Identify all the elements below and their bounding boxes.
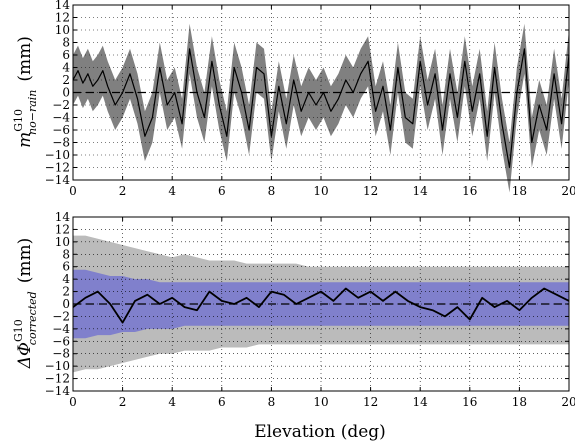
bottom-ylabel-sup: G10 — [12, 319, 25, 342]
bottom-y-tick-label: 14 — [55, 210, 71, 224]
top-x-tick-label: 4 — [168, 184, 176, 198]
top-ylabel-sub: no−rain — [26, 90, 39, 135]
bottom-y-tick-label: 6 — [62, 260, 70, 274]
bottom-y-tick-label: −4 — [52, 322, 70, 336]
bottom-ticks: 0 2 4 6 8 10 12 14 16 18 20−14−12−10−8−6−4−2024681… — [45, 210, 575, 409]
bottom-x-axis-label: Elevation (deg) — [254, 422, 386, 442]
top-y-tick-label: −2 — [52, 98, 70, 112]
bottom-y-tick-label: −2 — [52, 309, 70, 323]
top-bands — [73, 23, 569, 193]
bottom-x-tick-label: 8 — [268, 395, 276, 409]
bottom-y-tick-label: −6 — [52, 334, 70, 348]
top-x-tick-label: 6 — [218, 184, 226, 198]
top-x-tick-label: 0 — [69, 184, 77, 198]
bottom-y-tick-label: 2 — [62, 285, 70, 299]
bottom-series-line — [72, 287, 570, 324]
bottom-y-tick-label: 8 — [62, 247, 70, 261]
top-y-tick-label: 8 — [62, 36, 70, 50]
bottom-y-tick-label: −8 — [52, 347, 70, 361]
top-y-tick-label: −4 — [52, 111, 70, 125]
top-x-tick-label: 16 — [462, 184, 477, 198]
bottom-ylabel-unit: (mm) — [15, 238, 35, 284]
top-y-tick-label: −12 — [45, 161, 70, 175]
bottom-x-tick-label: 10 — [313, 395, 328, 409]
top-ylabel-unit: (mm) — [15, 36, 35, 82]
top-series-line — [72, 48, 570, 169]
bottom-series — [72, 287, 570, 324]
bottom-x-tick-label: 16 — [462, 395, 477, 409]
top-y-tick-label: 4 — [62, 61, 70, 75]
top-y-tick-label: −8 — [52, 136, 70, 150]
top-x-tick-label: 8 — [268, 184, 276, 198]
top-ylabel-main: m — [15, 132, 35, 148]
bottom-y-tick-label: 0 — [62, 297, 70, 311]
top-x-tick-label: 20 — [561, 184, 575, 198]
top-y-tick-label: 0 — [62, 86, 70, 100]
top-x-tick-label: 12 — [363, 184, 378, 198]
bottom-x-tick-label: 14 — [413, 395, 429, 409]
top-y-tick-label: 14 — [55, 0, 71, 12]
bottom-y-tick-label: 4 — [62, 272, 70, 286]
bottom-x-tick-label: 18 — [512, 395, 527, 409]
top-x-tick-label: 18 — [512, 184, 527, 198]
top-ylabel-sup: G10 — [12, 109, 25, 132]
top-y-axis-label: mG10no−rain (mm) — [12, 36, 39, 148]
top-x-tick-label: 14 — [413, 184, 429, 198]
top-y-tick-label: −14 — [45, 173, 71, 187]
top-x-tick-label: 10 — [313, 184, 328, 198]
bottom-ylabel-main: ΔΦ — [15, 342, 35, 369]
bottom-y-tick-label: −14 — [45, 384, 71, 398]
top-y-tick-label: 12 — [55, 11, 70, 25]
top-y-tick-label: −6 — [52, 123, 70, 137]
top-y-tick-label: 6 — [62, 48, 70, 62]
top-spread-band — [73, 23, 569, 193]
bottom-x-tick-label: 0 — [69, 395, 77, 409]
bottom-y-axis-label: ΔΦG10corrected (mm) — [12, 238, 39, 369]
top-x-tick-label: 2 — [119, 184, 127, 198]
bottom-y-tick-label: 12 — [55, 222, 70, 236]
bottom-x-tick-label: 12 — [363, 395, 378, 409]
top-chart: 0 2 4 6 8 10 12 14 16 18 20−14−12−10−8−6−4−2024681… — [12, 0, 575, 198]
bottom-x-tick-label: 4 — [168, 395, 176, 409]
bottom-x-tick-label: 6 — [218, 395, 226, 409]
top-series — [72, 48, 570, 169]
bottom-ylabel-sub: corrected — [26, 291, 39, 345]
bottom-y-tick-label: −10 — [45, 359, 70, 373]
top-y-tick-label: 10 — [55, 23, 70, 37]
bottom-chart: 0 2 4 6 8 10 12 14 16 18 20−14−12−10−8−6−4−2024681… — [12, 210, 575, 442]
bottom-y-tick-label: 10 — [55, 235, 70, 249]
bottom-y-tick-label: −12 — [45, 372, 70, 386]
bottom-x-tick-label: 2 — [119, 395, 127, 409]
top-ticks: 0 2 4 6 8 10 12 14 16 18 20−14−12−10−8−6−4−2024681… — [45, 0, 575, 198]
top-y-tick-label: −10 — [45, 148, 70, 162]
top-y-tick-label: 2 — [62, 73, 70, 87]
bottom-x-tick-label: 20 — [561, 395, 575, 409]
